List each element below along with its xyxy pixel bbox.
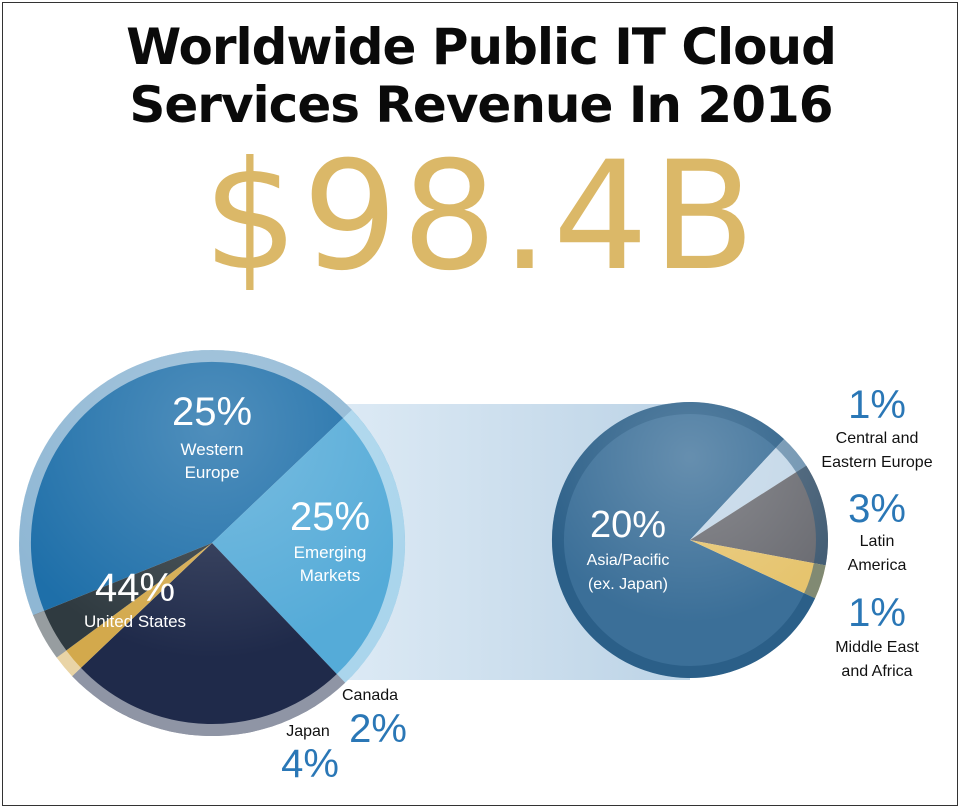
label-central-europe-name-1: Central and: [836, 430, 919, 447]
label-latin-america-name-2: America: [848, 557, 907, 574]
label-central-europe-name-2: Eastern Europe: [821, 454, 932, 471]
label-asia-name-1: Asia/Pacific: [587, 552, 670, 569]
label-canada-percent: 2%: [349, 707, 407, 751]
page-title-line-1: Worldwide Public IT Cloud: [126, 18, 837, 76]
label-canada-name: Canada: [342, 687, 398, 704]
label-central-europe-percent: 1%: [848, 383, 906, 427]
label-japan-name: Japan: [286, 723, 330, 740]
label-emerging-percent: 25%: [290, 495, 370, 539]
label-middle-east-percent: 1%: [848, 591, 906, 635]
label-japan-percent: 4%: [281, 742, 339, 786]
chart-labels: 44% United States 25% Western Europe 25% Emerg…: [84, 383, 933, 786]
label-western-europe-name-1: Western: [181, 440, 244, 459]
pie-chart-regions: [18, 349, 406, 737]
pie-chart-emerging-breakdown: [551, 402, 828, 679]
label-asia-percent: 20%: [590, 504, 666, 546]
label-western-europe-percent: 25%: [172, 390, 252, 434]
total-revenue: $98.4B: [202, 130, 760, 304]
page-title-line-2: Services Revenue In 2016: [129, 76, 833, 134]
label-middle-east-name-1: Middle East: [835, 639, 919, 656]
pie-shine-right: [552, 402, 828, 678]
label-middle-east-name-2: and Africa: [841, 663, 912, 680]
label-asia-name-2: (ex. Japan): [588, 576, 668, 593]
label-us-percent: 44%: [95, 566, 175, 610]
label-latin-america-percent: 3%: [848, 487, 906, 531]
label-western-europe-name-2: Europe: [185, 463, 240, 482]
label-emerging-name-1: Emerging: [294, 543, 367, 562]
label-us-name: United States: [84, 612, 186, 631]
label-latin-america-name-1: Latin: [860, 533, 895, 550]
label-emerging-name-2: Markets: [300, 566, 360, 585]
pie-shine: [19, 350, 405, 736]
